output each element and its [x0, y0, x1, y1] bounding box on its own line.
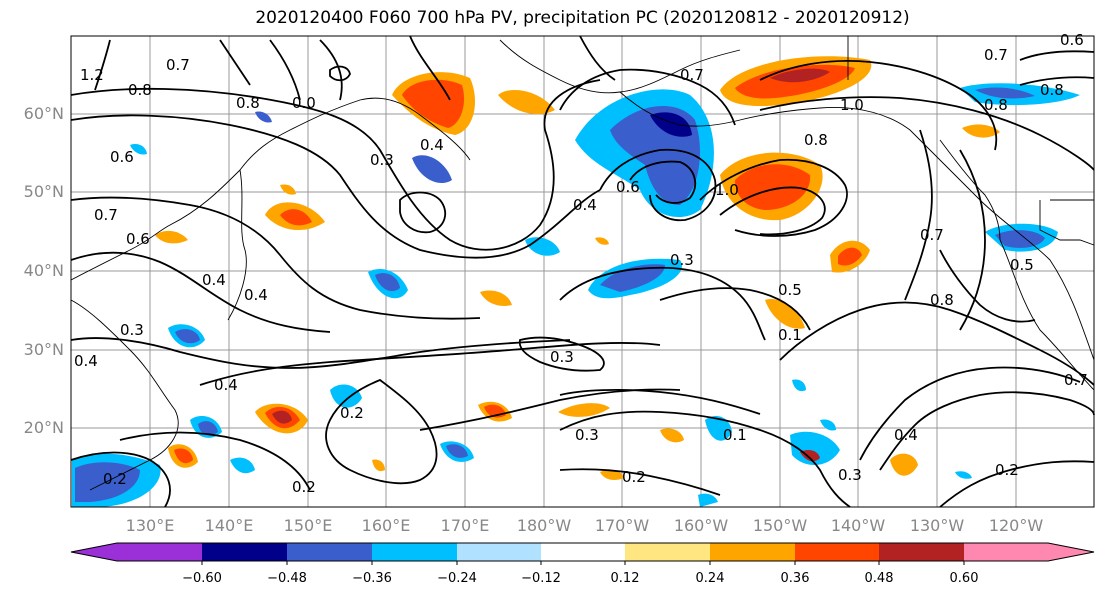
contour-label: 0.4 — [894, 426, 918, 444]
contour-label: 0.7 — [94, 206, 118, 224]
colorbar-tick-label: −0.36 — [352, 571, 392, 586]
lon-label: 180°W — [516, 516, 572, 535]
colorbar-tick-label: −0.24 — [437, 571, 477, 586]
contour-label: 0.3 — [670, 251, 694, 269]
contour-label: 0.8 — [984, 96, 1008, 114]
lon-label: 150°E — [283, 516, 333, 535]
contour-label: 0.1 — [723, 426, 747, 444]
colorbar-tick-label: 0.60 — [949, 571, 979, 586]
contour-label: 0.1 — [778, 326, 802, 344]
contour-label: 0.4 — [214, 376, 238, 394]
colorbar-segment — [964, 543, 1048, 561]
colorbar-tick-label: −0.12 — [521, 571, 561, 586]
pv-contours — [70, 35, 1095, 508]
colorbar-tick-label: 0.48 — [864, 571, 894, 586]
lat-label: 30°N — [23, 340, 64, 359]
colorbar-tick-label: −0.48 — [267, 571, 307, 586]
colorbar-segment — [795, 543, 879, 561]
colorbar-tick-label: 0.24 — [695, 571, 725, 586]
contour-label: 0.4 — [74, 352, 98, 370]
colorbar-segment — [1048, 543, 1094, 561]
contour-label: 0.4 — [202, 271, 226, 289]
contour-label: 0.3 — [550, 348, 574, 366]
contour-label: 0.7 — [166, 56, 190, 74]
contour-label: 0.6 — [1060, 31, 1084, 49]
lat-label: 20°N — [23, 418, 64, 437]
colorbar-segment — [202, 543, 287, 561]
colorbar-segment — [879, 543, 964, 561]
contour-label: 1.2 — [80, 66, 104, 84]
colorbar-segment — [541, 543, 625, 561]
colorbar-segment — [71, 543, 117, 561]
lat-label: 40°N — [23, 261, 64, 280]
lon-label: 130°W — [909, 516, 965, 535]
colorbar — [70, 542, 1095, 565]
contour-label: 0.2 — [103, 470, 127, 488]
contour-label: 0.7 — [680, 66, 704, 84]
lon-label: 140°E — [204, 516, 254, 535]
coastlines — [70, 36, 1095, 491]
lon-label: 130°E — [125, 516, 175, 535]
contour-label: 0.5 — [778, 281, 802, 299]
contour-label: 1.0 — [840, 96, 864, 114]
contour-label: 0.6 — [110, 148, 134, 166]
contour-label: 0.8 — [930, 291, 954, 309]
colorbar-segment — [117, 543, 202, 561]
colorbar-segment — [372, 543, 457, 561]
contour-label: 0.5 — [1010, 256, 1034, 274]
map-title: 2020120400 F060 700 hPa PV, precipitatio… — [255, 8, 910, 28]
contour-label: 0.6 — [616, 178, 640, 196]
contour-label: 0.3 — [838, 466, 862, 484]
contour-label: 0.3 — [370, 151, 394, 169]
map-frame — [70, 35, 1095, 508]
contour-label: 0.2 — [622, 468, 646, 486]
lat-label: 50°N — [23, 182, 64, 201]
colorbar-tick-label: 0.12 — [610, 571, 640, 586]
contour-label: 0.8 — [236, 94, 260, 112]
contour-label: 0.0 — [292, 94, 316, 112]
colorbar-segment — [287, 543, 372, 561]
lon-label: 170°E — [440, 516, 490, 535]
colorbar-segment — [710, 543, 795, 561]
contour-label: 0.7 — [984, 46, 1008, 64]
lon-label: 170°W — [594, 516, 650, 535]
contour-label: 0.3 — [120, 321, 144, 339]
contour-label: 0.7 — [1064, 371, 1088, 389]
contour-label: 1.0 — [715, 181, 739, 199]
lon-label: 160°W — [673, 516, 729, 535]
contour-label: 0.8 — [804, 131, 828, 149]
contour-label: 0.2 — [292, 478, 316, 496]
lon-label: 120°W — [988, 516, 1044, 535]
contour-label: 0.4 — [573, 196, 597, 214]
colorbar-segment — [457, 543, 541, 561]
lon-label: 150°W — [752, 516, 808, 535]
contour-label: 0.7 — [920, 226, 944, 244]
contour-labels: 1.2 0.7 0.8 0.8 0.0 0.6 0.7 0.6 0.4 0.3 … — [74, 31, 1088, 496]
contour-label: 0.4 — [420, 136, 444, 154]
contour-label: 0.2 — [995, 461, 1019, 479]
colorbar-segment — [625, 543, 710, 561]
lat-label: 60°N — [23, 104, 64, 123]
contour-label: 0.3 — [575, 426, 599, 444]
contour-label: 0.2 — [340, 404, 364, 422]
contour-label: 0.6 — [126, 230, 150, 248]
contour-label: 0.8 — [128, 81, 152, 99]
colorbar-tick-label: 0.36 — [780, 571, 810, 586]
colorbar-tick-label: −0.60 — [182, 571, 222, 586]
contour-label: 0.4 — [244, 286, 268, 304]
contour-label: 0.8 — [1040, 81, 1064, 99]
lon-label: 160°E — [361, 516, 411, 535]
lon-label: 140°W — [830, 516, 886, 535]
